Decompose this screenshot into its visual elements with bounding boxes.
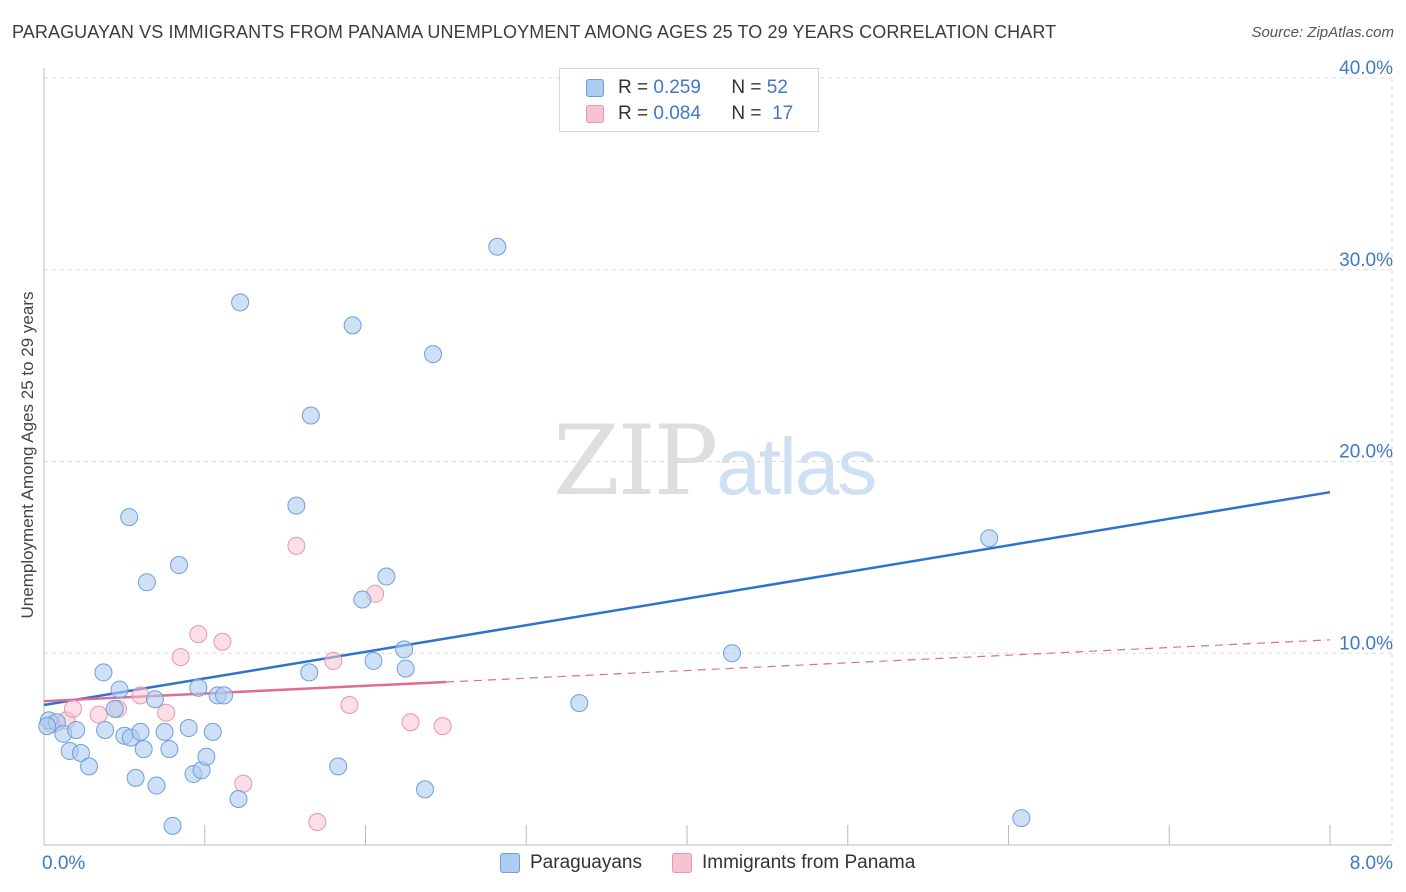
- axes: [43, 68, 1392, 846]
- legend-r-value: 0.084: [653, 103, 701, 124]
- point-paraguayan: [131, 722, 150, 741]
- point-paraguayan: [38, 717, 57, 736]
- point-paraguayan: [94, 663, 113, 682]
- legend-swatch-paraguayans: [586, 79, 604, 97]
- point-panama: [171, 648, 190, 667]
- point-paraguayan: [395, 640, 414, 659]
- gridlines: [44, 77, 1393, 845]
- legend-n-label: N =: [731, 77, 762, 98]
- y-tick-label: 10.0%: [1339, 633, 1393, 654]
- trend-line-panama: [43, 680, 446, 703]
- y-tick-label: 20.0%: [1339, 442, 1393, 463]
- point-paraguayan: [155, 722, 174, 741]
- trend-line-panama-extension: [445, 639, 1331, 683]
- point-paraguayan: [197, 747, 216, 766]
- legend-row-paraguayans: R = 0.259 N = 52: [586, 76, 788, 100]
- point-paraguayan: [67, 720, 86, 739]
- point-paraguayan: [215, 686, 234, 705]
- point-paraguayan: [415, 780, 434, 799]
- point-paraguayan: [134, 740, 153, 759]
- point-paraguayan: [170, 556, 189, 575]
- tick-labels: 10.0% 20.0% 30.0% 40.0% 0.0% 8.0%: [42, 58, 1393, 874]
- source-credit: Source: ZipAtlas.com: [1251, 24, 1394, 41]
- legend-item-paraguayans[interactable]: Paraguayans: [500, 852, 642, 874]
- legend-r-value: 0.259: [653, 77, 701, 98]
- point-paraguayan: [364, 651, 383, 670]
- point-paraguayan: [488, 237, 507, 256]
- correlation-legend: R = 0.259 N = 52 R = 0.084 N = 17: [559, 68, 819, 132]
- legend-n-value: 17: [772, 103, 794, 124]
- data-points: [38, 237, 1031, 835]
- y-tick-label: 40.0%: [1339, 58, 1393, 79]
- point-paraguayan: [71, 743, 90, 762]
- point-paraguayan: [163, 816, 182, 835]
- point-paraguayan: [189, 678, 208, 697]
- point-paraguayan: [723, 644, 742, 663]
- point-paraguayan: [329, 757, 348, 776]
- legend-swatch-panama: [671, 853, 692, 873]
- point-paraguayan: [105, 699, 124, 718]
- point-panama: [324, 651, 343, 670]
- point-paraguayan: [203, 722, 222, 741]
- point-panama: [340, 696, 359, 715]
- legend-label-panama: Immigrants from Panama: [701, 852, 916, 873]
- point-paraguayan: [231, 293, 250, 312]
- legend-swatch-panama: [586, 105, 604, 123]
- legend-r-label: R =: [618, 103, 649, 124]
- point-panama: [234, 774, 253, 793]
- point-paraguayan: [377, 567, 396, 586]
- point-paraguayan: [343, 316, 362, 335]
- trend-line-paraguayans: [43, 490, 1331, 707]
- point-paraguayan: [287, 496, 306, 515]
- point-paraguayan: [424, 345, 443, 364]
- point-paraguayan: [980, 529, 999, 548]
- point-panama: [189, 625, 208, 644]
- point-paraguayan: [179, 719, 198, 738]
- point-paraguayan: [96, 720, 115, 739]
- point-paraguayan: [120, 508, 139, 527]
- point-panama: [287, 536, 306, 555]
- point-paraguayan: [160, 740, 179, 759]
- point-paraguayan: [137, 573, 156, 592]
- legend-item-panama[interactable]: Immigrants from Panama: [671, 852, 916, 874]
- x-tick-label: 0.0%: [42, 853, 85, 874]
- trend-lines: [43, 490, 1331, 707]
- legend-r-label: R =: [618, 77, 649, 98]
- legend-swatch-paraguayans: [500, 853, 520, 873]
- point-paraguayan: [300, 663, 319, 682]
- point-paraguayan: [396, 659, 415, 678]
- point-panama: [213, 632, 232, 651]
- point-paraguayan: [353, 590, 372, 609]
- watermark-atlas: atlas: [716, 422, 877, 511]
- y-tick-label: 30.0%: [1339, 250, 1393, 271]
- point-paraguayan: [229, 789, 248, 808]
- point-panama: [157, 703, 176, 722]
- point-paraguayan: [1012, 809, 1031, 828]
- point-paraguayan: [147, 776, 166, 795]
- point-paraguayan: [570, 694, 589, 713]
- legend-row-panama: R = 0.084 N = 17: [586, 102, 793, 126]
- point-panama: [401, 713, 420, 732]
- point-paraguayan: [301, 406, 320, 425]
- point-panama: [433, 717, 452, 736]
- point-paraguayan: [145, 690, 164, 709]
- point-panama: [89, 705, 108, 724]
- x-tick-label: 8.0%: [1350, 853, 1393, 874]
- chart-title: PARAGUAYAN VS IMMIGRANTS FROM PANAMA UNE…: [12, 22, 1057, 42]
- point-paraguayan: [126, 768, 145, 787]
- legend-n-value: 52: [766, 77, 788, 98]
- point-panama: [63, 699, 82, 718]
- series-legend: Paraguayans Immigrants from Panama: [500, 852, 945, 874]
- point-paraguayan: [80, 757, 99, 776]
- point-paraguayan: [110, 680, 129, 699]
- point-panama: [308, 812, 327, 831]
- legend-label-paraguayans: Paraguayans: [530, 852, 642, 873]
- legend-n-label: N =: [731, 103, 762, 124]
